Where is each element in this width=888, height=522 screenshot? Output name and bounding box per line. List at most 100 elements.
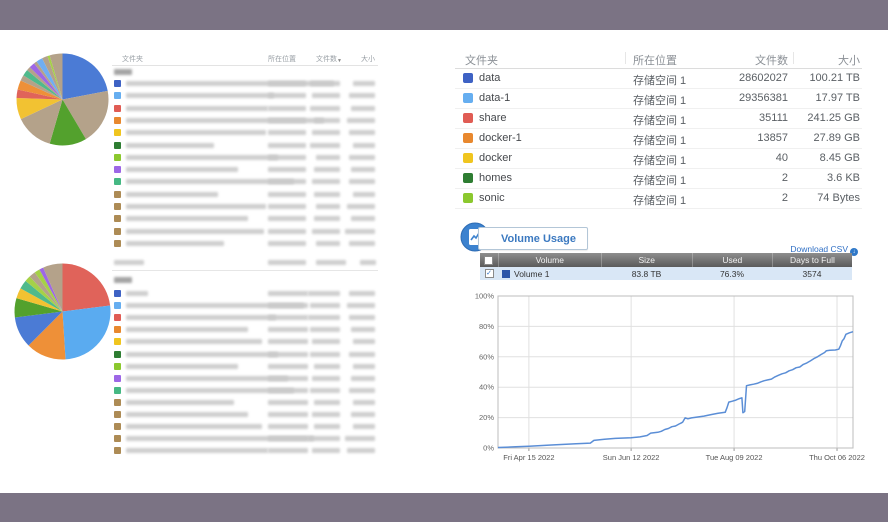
- column-header-size[interactable]: Size: [600, 253, 692, 267]
- redacted-size: [347, 117, 375, 123]
- list-row[interactable]: [112, 433, 378, 445]
- list-row[interactable]: [112, 324, 378, 336]
- table-row[interactable]: share 存储空间 1 35111 241.25 GB: [455, 109, 862, 129]
- folder-size: 3.6 KB: [826, 172, 860, 184]
- redacted-location: [268, 291, 308, 296]
- list-row[interactable]: [112, 176, 378, 188]
- file-list-top: 文件夹 所在位置 文件数 ▼ 大小: [112, 50, 378, 255]
- redacted-count: [314, 399, 340, 405]
- pie-slice: [20, 75, 63, 100]
- list-row[interactable]: [112, 103, 378, 115]
- list-row[interactable]: [112, 385, 378, 397]
- list-row[interactable]: [112, 189, 378, 201]
- list-row[interactable]: [112, 127, 378, 139]
- back-row[interactable]: [112, 66, 378, 78]
- y-axis-label: 80%: [479, 322, 494, 331]
- column-header-used[interactable]: Used: [691, 253, 772, 267]
- redacted-size: [349, 130, 375, 136]
- volume-row[interactable]: ✓ Volume 1 83.8 TB 76.3% 3574: [480, 267, 852, 280]
- redacted-name: [126, 351, 278, 357]
- list-row[interactable]: [112, 78, 378, 90]
- list-row[interactable]: [112, 226, 378, 238]
- download-csv-link[interactable]: Download CSV: [790, 244, 848, 254]
- redacted-location: [268, 412, 308, 417]
- redacted-name: [126, 436, 314, 442]
- list-row[interactable]: [112, 373, 378, 385]
- pie-slice: [28, 311, 66, 360]
- list-row[interactable]: [112, 336, 378, 348]
- table-row[interactable]: sonic 存储空间 1 2 74 Bytes: [455, 189, 862, 209]
- redacted-name: [126, 412, 248, 417]
- download-icon[interactable]: ↓: [850, 248, 858, 256]
- redacted-count: [314, 117, 340, 123]
- table-row[interactable]: data 存储空间 1 28602027 100.21 TB: [455, 69, 862, 89]
- redacted-count: [316, 204, 340, 209]
- volume-usage-tab[interactable]: Volume Usage: [478, 227, 588, 250]
- column-header-location[interactable]: 所在位置: [268, 56, 296, 63]
- column-header-count[interactable]: 文件数 ▼: [316, 56, 342, 64]
- list-row[interactable]: [112, 361, 378, 373]
- row-checkbox[interactable]: ✓: [480, 269, 498, 278]
- list-row[interactable]: [112, 90, 378, 102]
- column-header-folder[interactable]: 文件夹: [465, 55, 498, 67]
- redacted-back-label: [114, 69, 132, 75]
- volume-table-header: Volume Size Used Days to Full: [480, 253, 852, 267]
- list-row[interactable]: [112, 140, 378, 152]
- folder-icon: [114, 314, 121, 322]
- column-header-days-to-full[interactable]: Days to Full: [771, 253, 852, 267]
- list-row[interactable]: [112, 152, 378, 164]
- column-header-location[interactable]: 所在位置: [633, 55, 677, 67]
- folder-file-count: 2: [781, 172, 788, 184]
- table-row[interactable]: docker 存储空间 1 40 8.45 GB: [455, 149, 862, 169]
- table-row[interactable]: homes 存储空间 1 2 3.6 KB: [455, 169, 862, 189]
- list-row[interactable]: [112, 288, 378, 300]
- folder-name: sonic: [479, 192, 505, 204]
- list-row[interactable]: [112, 213, 378, 225]
- redacted-name: [126, 154, 278, 160]
- pie-slice: [62, 305, 111, 360]
- redacted-location: [268, 448, 308, 454]
- folder-icon: [114, 350, 121, 358]
- folder-icon: [114, 166, 121, 174]
- select-all-checkbox[interactable]: [480, 253, 498, 267]
- folder-file-count: 28602027: [739, 72, 788, 84]
- column-header-size[interactable]: 大小: [838, 55, 860, 67]
- redacted-name: [126, 375, 288, 381]
- list-row[interactable]: [112, 409, 378, 421]
- list-row[interactable]: [112, 312, 378, 324]
- list-row[interactable]: [112, 421, 378, 433]
- redacted-location: [268, 167, 306, 173]
- column-header-volume[interactable]: Volume: [497, 253, 601, 267]
- list-row[interactable]: [112, 238, 378, 250]
- redacted-size: [345, 436, 375, 442]
- y-axis-label: 100%: [475, 292, 495, 301]
- folder-location: 存储空间 1: [633, 115, 687, 127]
- redacted-name: [126, 303, 304, 309]
- redacted-header: [360, 260, 376, 265]
- list-row[interactable]: [112, 445, 378, 457]
- redacted-name: [126, 240, 224, 246]
- list-row[interactable]: [112, 300, 378, 312]
- list-row[interactable]: [112, 115, 378, 127]
- folder-icon: [114, 92, 121, 100]
- table-row[interactable]: docker-1 存储空间 1 13857 27.89 GB: [455, 129, 862, 149]
- column-header-folder[interactable]: 文件夹: [122, 56, 143, 63]
- redacted-name: [126, 327, 248, 333]
- folder-file-count: 35111: [759, 112, 788, 124]
- column-header-count[interactable]: 文件数: [755, 55, 788, 67]
- pie-slice: [42, 56, 63, 100]
- list-row[interactable]: [112, 349, 378, 361]
- list-row[interactable]: [112, 201, 378, 213]
- redacted-location: [268, 179, 306, 185]
- redacted-count: [314, 363, 340, 369]
- column-header-size[interactable]: 大小: [361, 56, 375, 63]
- list-row[interactable]: [112, 397, 378, 409]
- folder-icon: [114, 386, 121, 394]
- pie-slice: [20, 99, 63, 144]
- redacted-count: [310, 387, 340, 393]
- pie-slice: [16, 89, 63, 100]
- list-row[interactable]: [112, 164, 378, 176]
- back-row[interactable]: [112, 274, 378, 286]
- table-row[interactable]: data-1 存储空间 1 29356381 17.97 TB: [455, 89, 862, 109]
